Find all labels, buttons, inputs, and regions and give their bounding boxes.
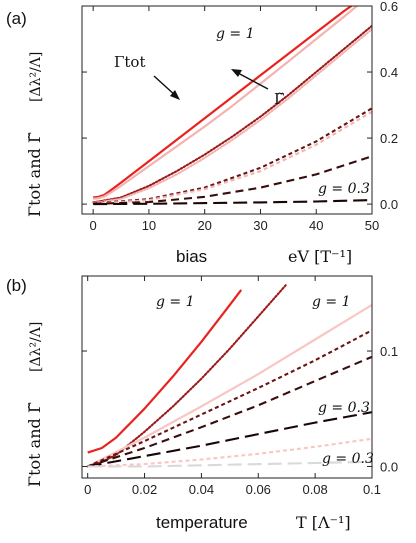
arrow-gamma-tot-head [170, 90, 180, 100]
series-line-a-3 [92, 24, 372, 204]
annotation-a-g1: g = 1 [216, 26, 255, 42]
y-tick-label: 0.6 [380, 0, 398, 14]
panel-b-ylabel: Γtot and Γ̃ [Δλ²/Λ] [25, 322, 44, 487]
series-line-a-5 [93, 107, 372, 205]
x-tick-label: 50 [365, 218, 379, 233]
annotation-gamma-tot: Γtot [114, 53, 146, 71]
series-line-b-1 [87, 289, 243, 454]
x-tick-label: 40 [309, 218, 323, 233]
series-line-a-1 [93, 6, 354, 199]
x-tick-label: 0.04 [189, 482, 214, 497]
panel-a-xlabel-math: eV [T⁻¹] [288, 247, 352, 266]
x-tick-label: 0.1 [363, 482, 381, 497]
panel-b-ylabel-text: Γtot and Γ̃ [25, 402, 44, 487]
panel-b-yunit: [Δλ²/Λ] [28, 322, 44, 372]
annotation-gamma-tilde: Γ̃ [274, 90, 284, 108]
x-tick-label: 0.08 [302, 482, 327, 497]
annotation-a-g03: g = 0.3 [318, 181, 370, 197]
x-tick-label: 20 [197, 218, 211, 233]
panel-b-label: (b) [6, 276, 27, 295]
series-line-a-4 [92, 28, 372, 205]
x-tick-label: 0.06 [246, 482, 271, 497]
arrow-gamma-tilde-head [231, 69, 242, 77]
panel-a-label: (a) [6, 9, 27, 28]
series-line-b-4 [87, 329, 372, 468]
y-tick-label: 0.1 [380, 344, 398, 359]
series-line-a-2 [93, 6, 359, 200]
x-tick-label: 30 [253, 218, 267, 233]
series-line-a-7 [93, 155, 372, 205]
panel-b-xlabel-math: T [Λ⁻¹] [296, 513, 351, 532]
x-tick-label: 0 [84, 482, 91, 497]
plot-area-a: 0 10 20 30 40 500.0 0.2 0.4 0.6 [81, 0, 398, 233]
annotation-b-g1-left: g = 1 [156, 294, 195, 310]
panel-a-xlabel-word: bias [176, 247, 207, 266]
panel-b: (b) Γtot and Γ̃ [Δλ²/Λ] 0 0.02 0.04 0.06 0.0… [6, 275, 398, 532]
plot-frame [81, 5, 373, 215]
panel-a-ylabel: Γtot and Γ̃ [Δλ²/Λ] [25, 52, 44, 217]
annotation-b-g03-lower: g = 0.3 [322, 451, 374, 467]
series-line-b-3 [87, 303, 372, 468]
y-tick-label: 0.0 [380, 197, 398, 212]
y-tick-label: 0.2 [380, 131, 398, 146]
panel-a-yunit: [Δλ²/Λ] [28, 52, 44, 102]
series-line-a-8 [93, 199, 372, 206]
x-tick-label: 0 [90, 218, 97, 233]
panel-b-xlabel-word: temperature [156, 513, 248, 532]
panel-a-ylabel-text: Γtot and Γ̃ [25, 132, 44, 217]
arrow-gamma-tot [153, 75, 177, 97]
series-line-b-7 [87, 437, 372, 468]
panel-a: (a) Γtot and Γ̃ [Δλ²/Λ] 0 10 20 30 40 500.0 0.… [6, 0, 398, 266]
series-line-b-5 [87, 355, 372, 468]
annotation-b-g1-right: g = 1 [312, 294, 351, 310]
annotation-b-g03-upper: g = 0.3 [318, 400, 370, 416]
y-tick-label: 0.0 [380, 459, 398, 474]
y-tick-label: 0.4 [380, 65, 398, 80]
arrow-gamma-tilde [235, 71, 269, 90]
x-tick-label: 0.02 [132, 482, 157, 497]
plot-area-b: 0 0.02 0.04 0.06 0.08 0.1 0.0 0.1 [81, 275, 398, 497]
series-line-a-6 [93, 110, 372, 205]
x-tick-label: 10 [142, 218, 156, 233]
plot-frame [81, 275, 373, 479]
series-line-b-8 [87, 460, 372, 468]
series-line-b-6 [87, 411, 372, 468]
